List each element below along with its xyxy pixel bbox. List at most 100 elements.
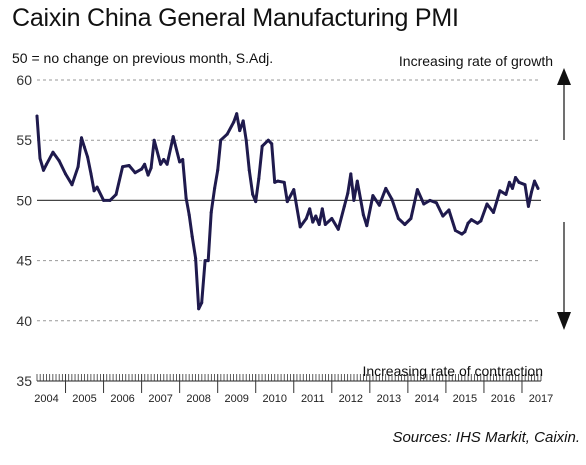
data-point [441,214,445,218]
data-point [320,207,324,211]
data-point [89,172,93,176]
data-point [507,180,511,184]
data-point [238,129,242,133]
data-point [140,167,144,171]
data-point [203,259,207,263]
data-point [171,135,175,139]
data-point [235,112,239,116]
data-point [352,198,356,202]
data-point [342,204,346,208]
x-axis: 2004 2005 2006 2007 2008 2009 2010 2011 2012 2013… [34,374,553,405]
data-point [181,157,185,161]
data-point [266,138,270,142]
data-point [83,145,87,149]
x-tick-label-2010: 2010 [262,393,286,405]
gridlines [37,79,541,322]
data-point [317,222,321,226]
series-layer [35,112,540,311]
series-line-0 [35,112,540,311]
data-point [165,162,169,166]
data-point [415,188,419,192]
data-point [152,138,156,142]
data-point [336,227,340,231]
x-tick-label-2014: 2014 [415,393,439,405]
data-point [254,200,258,204]
y-axis: 35 40 45 50 55 60 [16,72,32,389]
x-tick-label-2012: 2012 [339,393,363,405]
data-point [209,210,213,214]
x-tick-label-2005: 2005 [72,393,96,405]
data-point [80,136,84,140]
y-tick-label-40: 40 [16,313,32,329]
contraction-arrow-head [557,312,571,330]
data-point [159,162,163,166]
y-tick-label-60: 60 [16,72,32,88]
data-point [219,138,223,142]
data-point [64,172,68,176]
data-point [298,225,302,229]
data-point [314,214,318,218]
x-tick-label-2013: 2013 [377,393,401,405]
data-point [76,165,80,169]
data-point [504,192,508,196]
data-point [377,203,381,207]
x-tick-label-2015: 2015 [453,393,477,405]
x-tick-label-2006: 2006 [110,393,134,405]
direction-arrows [557,68,571,330]
data-point [127,163,131,167]
chart-title: Caixin China General Manufacturing PMI [12,4,459,32]
data-point [200,301,204,305]
data-point [536,186,540,190]
data-point [143,162,147,166]
data-point [232,120,236,124]
data-point [213,186,217,190]
data-point [308,207,312,211]
data-point [475,221,479,225]
data-point [162,157,166,161]
data-point [349,172,353,176]
data-point [533,179,537,183]
data-point [70,183,74,187]
data-point [276,179,280,183]
data-point [292,188,296,192]
x-tick-label-2004: 2004 [34,393,58,405]
data-point [86,155,90,159]
data-point [453,229,457,232]
data-point [523,183,527,187]
data-point [114,192,118,196]
data-point [422,202,426,206]
data-point [194,256,198,260]
data-point [244,138,248,142]
data-point [260,144,264,148]
data-point [95,185,99,189]
data-point [45,162,49,166]
x-tick-label-2017: 2017 [529,393,553,405]
data-point [282,180,286,184]
chart-subtitle: 50 = no change on previous month, S.Adj. [12,50,274,66]
data-point [526,204,530,208]
y-tick-label-45: 45 [16,253,32,269]
data-point [35,114,39,118]
data-point [466,221,470,225]
x-tick-label-2009: 2009 [224,393,248,405]
data-point [479,219,483,223]
data-point [273,180,277,184]
data-point [447,208,451,212]
data-point [469,218,473,222]
data-point [346,191,350,195]
y-tick-label-55: 55 [16,132,32,148]
data-point [460,232,464,236]
data-point [463,230,467,234]
data-point [190,235,194,239]
data-point [355,179,359,183]
data-point [285,200,289,204]
source-note: Sources: IHS Markit, Caixin. [392,429,580,446]
data-point [216,168,220,172]
data-point [102,198,106,202]
data-point [510,186,514,190]
data-point [108,198,112,202]
data-point [409,216,413,220]
data-point [146,173,150,177]
data-point [311,220,315,224]
